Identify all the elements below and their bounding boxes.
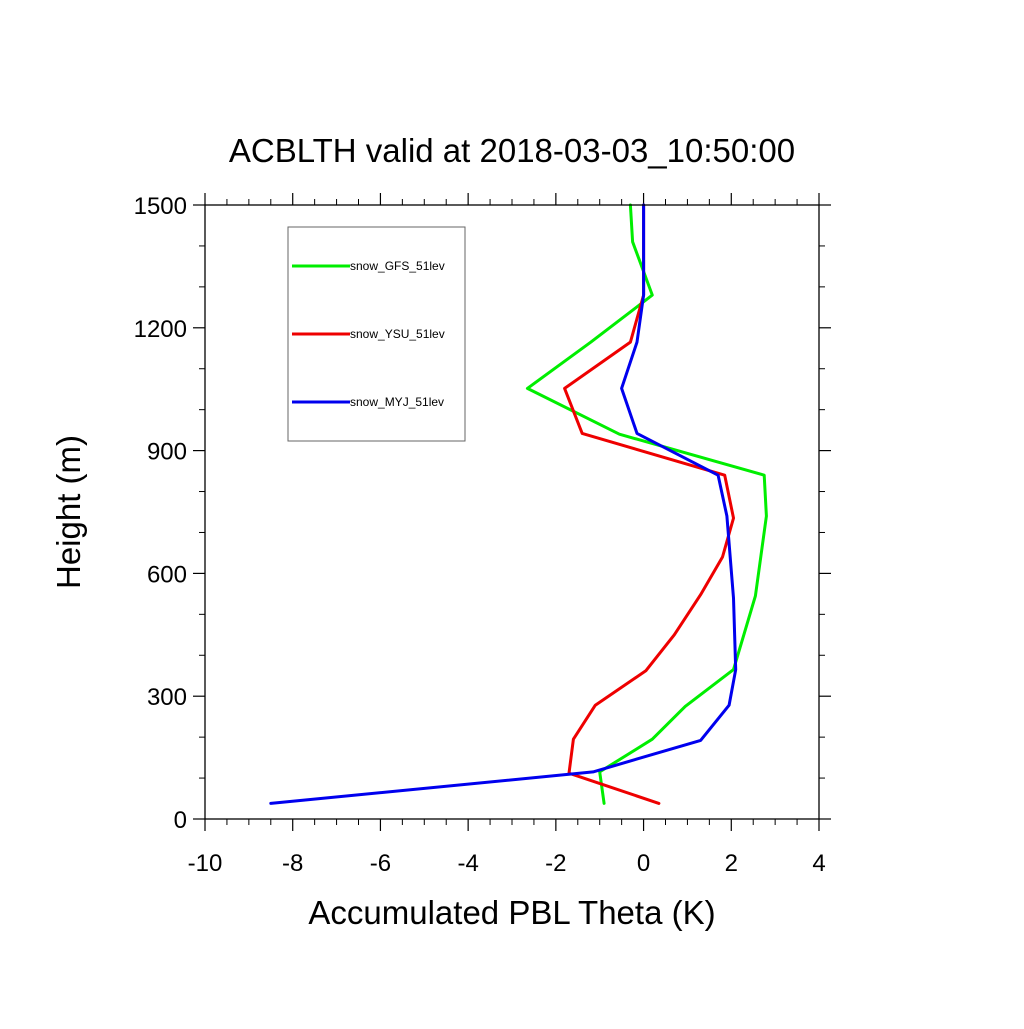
x-axis-label: Accumulated PBL Theta (K) <box>308 894 715 931</box>
y-axis-label: Height (m) <box>50 435 87 589</box>
minor-ticks <box>199 199 825 825</box>
y-tick-label: 900 <box>147 439 187 466</box>
x-tick-label: 2 <box>725 850 738 877</box>
y-tick-labels: 0 300 600 900 1200 1500 <box>134 193 187 834</box>
legend-items: snow_GFS_51lev snow_YSU_51lev snow_MYJ_51l… <box>292 259 445 409</box>
x-tick-label: 4 <box>812 850 825 877</box>
y-tick-label: 1500 <box>134 193 187 220</box>
y-tick-label: 1200 <box>134 316 187 343</box>
x-tick-label: -2 <box>545 850 566 877</box>
x-tick-label: 0 <box>637 850 650 877</box>
legend-label: snow_YSU_51lev <box>350 327 445 341</box>
series-line-snow-myj-51lev <box>269 203 738 805</box>
y-tick-label: 0 <box>174 807 187 834</box>
x-tick-label: -6 <box>370 850 391 877</box>
x-tick-labels: -10 -8 -6 -4 -2 0 2 4 <box>188 850 826 877</box>
legend-label: snow_MYJ_51lev <box>350 395 444 409</box>
plot-frame <box>204 204 820 820</box>
y-tick-label: 300 <box>147 684 187 711</box>
legend-label: snow_GFS_51lev <box>350 259 445 273</box>
series-layer <box>269 203 768 805</box>
chart-title: ACBLTH valid at 2018-03-03_10:50:00 <box>229 132 795 169</box>
x-tick-label: -4 <box>457 850 478 877</box>
x-tick-label: -10 <box>188 850 223 877</box>
legend: snow_GFS_51lev snow_YSU_51lev snow_MYJ_51l… <box>287 226 466 442</box>
major-ticks <box>193 193 831 831</box>
x-tick-label: -8 <box>282 850 303 877</box>
series-line-snow-ysu-51lev <box>563 203 735 805</box>
y-tick-label: 600 <box>147 561 187 588</box>
